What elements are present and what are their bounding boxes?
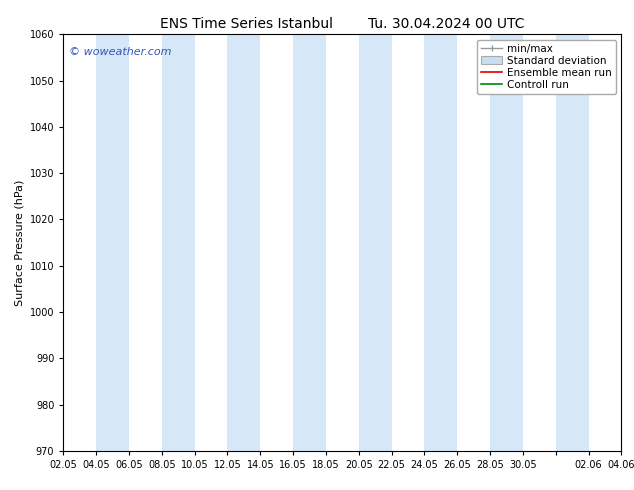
Bar	[96, 34, 129, 451]
Legend: min/max, Standard deviation, Ensemble mean run, Controll run: min/max, Standard deviation, Ensemble me…	[477, 40, 616, 94]
Bar	[293, 34, 326, 451]
Y-axis label: Surface Pressure (hPa): Surface Pressure (hPa)	[14, 179, 24, 306]
Text: © woweather.com: © woweather.com	[69, 47, 171, 57]
Bar	[359, 34, 392, 451]
Bar	[228, 34, 261, 451]
Bar	[424, 34, 457, 451]
Text: ENS Time Series Istanbul        Tu. 30.04.2024 00 UTC: ENS Time Series Istanbul Tu. 30.04.2024 …	[160, 17, 524, 31]
Bar	[162, 34, 195, 451]
Bar	[490, 34, 523, 451]
Bar	[555, 34, 588, 451]
